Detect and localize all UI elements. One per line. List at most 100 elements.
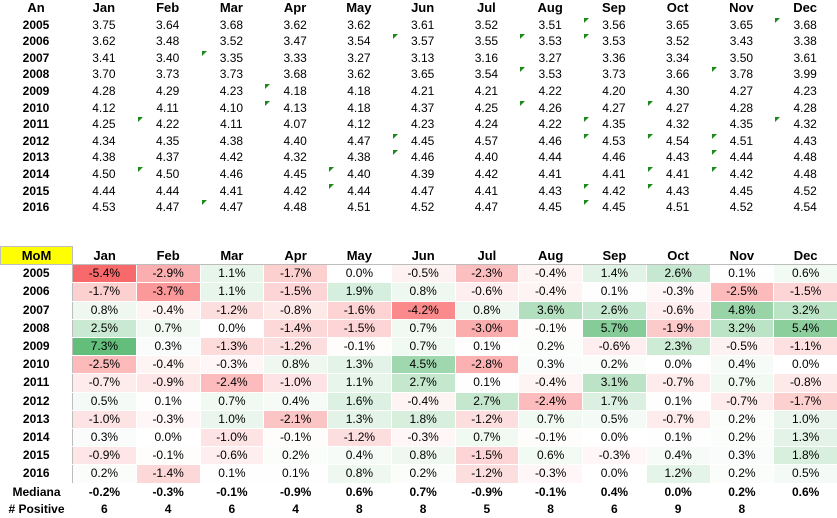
- mom-cell: 1.3%: [328, 356, 392, 374]
- mom-cell: -0.7%: [710, 392, 774, 410]
- price-cell: 4.41: [646, 166, 710, 183]
- summary-label: # Positive: [1, 501, 73, 518]
- price-cell: 3.27: [327, 50, 391, 67]
- price-value: 4.53: [602, 134, 625, 148]
- price-cell: 4.46: [582, 149, 646, 166]
- mom-table: MoM Jan Feb Mar Apr May Jun Jul Aug Sep …: [0, 246, 837, 518]
- price-value: 4.23: [220, 84, 243, 98]
- mom-cell: 0.8%: [264, 356, 328, 374]
- price-cell: 4.27: [582, 100, 646, 117]
- price-value: 3.62: [347, 18, 370, 32]
- price-value: 4.48: [793, 150, 816, 164]
- price-cell: 3.61: [391, 17, 455, 34]
- price-cell: 4.43: [646, 183, 710, 200]
- mom-cell: 0.2%: [583, 356, 647, 374]
- price-value: 4.40: [475, 150, 498, 164]
- price-cell: 3.66: [646, 66, 710, 83]
- price-value: 4.42: [730, 167, 753, 181]
- price-value: 4.35: [156, 134, 179, 148]
- price-value: 4.43: [666, 184, 689, 198]
- summary-value: 0.0%: [646, 483, 710, 501]
- month-header: Aug: [519, 247, 583, 265]
- price-value: 3.34: [666, 51, 689, 65]
- price-value: 3.68: [793, 18, 816, 32]
- price-value: 4.47: [411, 184, 434, 198]
- year-label: 2015: [0, 183, 72, 200]
- mom-cell: -2.1%: [264, 410, 328, 428]
- price-value: 3.53: [538, 67, 561, 81]
- mom-cell: 0.1%: [646, 392, 710, 410]
- price-cell: 4.28: [773, 100, 837, 117]
- price-cell: 3.78: [710, 66, 774, 83]
- summary-value: -0.1%: [200, 483, 264, 501]
- price-value: 4.40: [283, 134, 306, 148]
- summary-value: -0.2%: [73, 483, 137, 501]
- price-value: 4.45: [283, 167, 306, 181]
- price-cell: 3.62: [263, 17, 327, 34]
- mom-table-row: 2010-2.5%-0.4%-0.3%0.8%1.3%4.5%-2.8%0.3%…: [1, 356, 837, 374]
- mom-cell: 0.7%: [519, 410, 583, 428]
- mom-cell: 2.6%: [646, 265, 710, 283]
- price-cell: 3.33: [263, 50, 327, 67]
- month-header: Aug: [518, 0, 582, 17]
- mom-cell: 2.3%: [646, 338, 710, 356]
- mom-cell: 0.1%: [646, 429, 710, 447]
- price-cell: 3.73: [136, 66, 200, 83]
- price-value: 3.48: [156, 34, 179, 48]
- price-cell: 4.13: [263, 100, 327, 117]
- mom-cell: 0.0%: [646, 356, 710, 374]
- price-cell: 4.47: [455, 199, 519, 216]
- mom-cell: -0.7%: [646, 374, 710, 392]
- price-cell: 4.23: [391, 116, 455, 133]
- mom-cell: 0.4%: [328, 447, 392, 465]
- mom-cell: -0.4%: [391, 392, 455, 410]
- cell-flag-triangle-icon: [648, 167, 653, 172]
- price-value: 4.38: [347, 150, 370, 164]
- price-value: 4.20: [602, 84, 625, 98]
- price-cell: 3.38: [773, 33, 837, 50]
- mom-cell: 0.8%: [391, 283, 455, 301]
- mom-cell: 0.0%: [136, 429, 200, 447]
- price-cell: 3.65: [710, 17, 774, 34]
- mom-cell: -0.3%: [136, 410, 200, 428]
- price-value: 4.43: [538, 184, 561, 198]
- price-cell: 3.27: [518, 50, 582, 67]
- price-cell: 4.37: [136, 149, 200, 166]
- price-value: 4.47: [347, 134, 370, 148]
- price-value: 3.68: [283, 67, 306, 81]
- price-cell: 4.38: [72, 149, 136, 166]
- price-value: 3.68: [220, 18, 243, 32]
- price-value: 4.41: [602, 167, 625, 181]
- price-value: 3.55: [475, 34, 498, 48]
- mom-cell: -1.2%: [200, 301, 264, 319]
- price-value: 4.44: [92, 184, 115, 198]
- summary-value: -0.3%: [136, 483, 200, 501]
- mom-cell: -0.5%: [391, 265, 455, 283]
- mom-cell: 0.2%: [264, 447, 328, 465]
- price-value: 3.65: [411, 67, 434, 81]
- price-cell: 4.44: [136, 183, 200, 200]
- mom-cell: 5.7%: [583, 319, 647, 337]
- month-header: Jul: [455, 247, 519, 265]
- cell-flag-triangle-icon: [712, 67, 717, 72]
- mom-cell: 0.1%: [455, 374, 519, 392]
- mom-cell: 0.2%: [73, 465, 137, 483]
- price-cell: 4.44: [72, 183, 136, 200]
- mom-cell: -1.7%: [264, 265, 328, 283]
- month-header: Jul: [455, 0, 519, 17]
- cell-flag-triangle-icon: [584, 200, 589, 205]
- price-value: 4.22: [156, 117, 179, 131]
- price-cell: 4.27: [710, 83, 774, 100]
- mom-cell: 0.7%: [710, 374, 774, 392]
- year-label: 2013: [0, 149, 72, 166]
- price-value: 4.38: [220, 134, 243, 148]
- year-label: 2007: [0, 50, 72, 67]
- price-cell: 3.47: [263, 33, 327, 50]
- price-value: 3.65: [730, 18, 753, 32]
- cell-flag-triangle-icon: [648, 101, 653, 106]
- month-header: Oct: [646, 247, 710, 265]
- price-value: 4.45: [538, 200, 561, 214]
- mom-cell: -0.6%: [646, 301, 710, 319]
